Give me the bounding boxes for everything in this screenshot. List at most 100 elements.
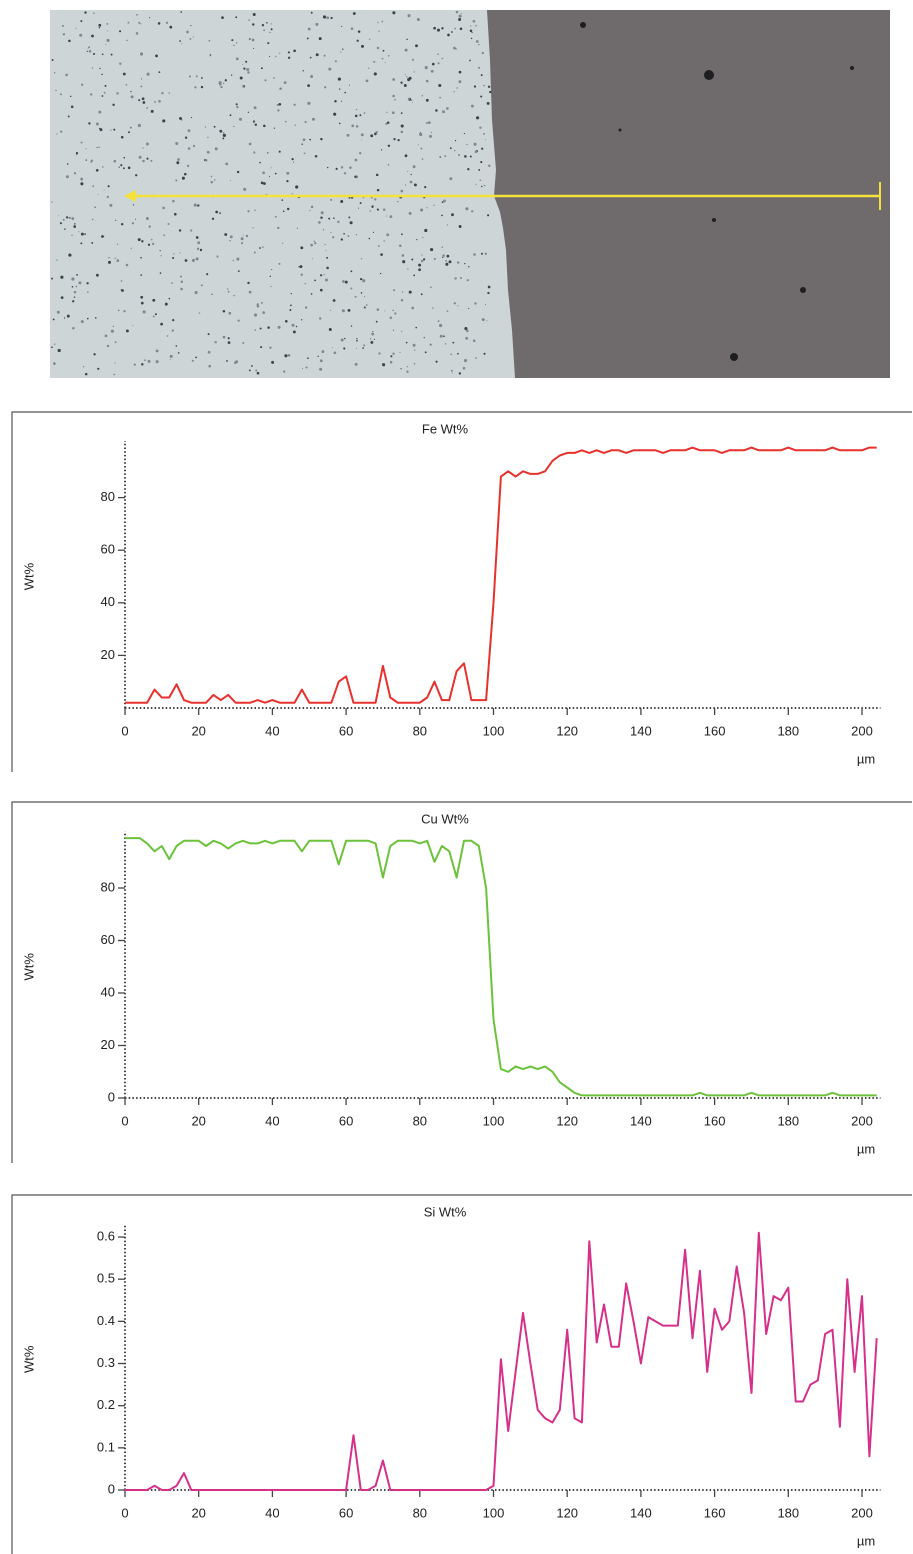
texture-dot — [68, 254, 71, 257]
texture-dot — [182, 177, 185, 180]
texture-dot — [260, 346, 262, 348]
y-tick-label: 0.3 — [97, 1355, 115, 1370]
texture-dot — [189, 38, 191, 40]
texture-dot — [58, 215, 59, 216]
texture-dot — [156, 349, 159, 352]
texture-dot — [442, 58, 444, 60]
texture-dot — [315, 23, 318, 26]
texture-dot — [288, 57, 290, 59]
texture-dot — [223, 310, 226, 313]
texture-dot — [439, 324, 442, 327]
texture-dot — [326, 16, 329, 19]
texture-dot — [355, 159, 358, 162]
texture-dot — [254, 106, 257, 109]
texture-dot — [67, 163, 69, 165]
texture-dot — [54, 72, 55, 73]
texture-dot — [142, 147, 143, 148]
texture-dot — [293, 104, 295, 106]
texture-dot — [464, 359, 467, 362]
texture-dot — [275, 173, 277, 175]
texture-dot — [63, 219, 65, 221]
x-tick-label: 200 — [851, 1505, 873, 1520]
texture-dot — [99, 68, 100, 69]
chart-title: Cu Wt% — [421, 811, 469, 826]
texture-dot — [430, 343, 432, 345]
texture-dot — [111, 330, 114, 333]
texture-dot — [123, 310, 125, 312]
texture-dot — [421, 293, 423, 295]
texture-dot — [76, 274, 78, 276]
texture-dot — [291, 324, 294, 327]
texture-dot — [424, 186, 426, 188]
texture-dot — [279, 87, 282, 90]
texture-dot — [377, 209, 379, 211]
x-tick-label: 60 — [339, 1505, 353, 1520]
texture-dot — [283, 370, 285, 372]
texture-dot — [228, 312, 231, 315]
x-tick-label: 200 — [851, 1113, 873, 1128]
texture-dot — [225, 79, 227, 81]
texture-dot — [52, 59, 54, 61]
texture-dot — [376, 174, 379, 177]
texture-dot — [406, 76, 407, 77]
texture-dot — [304, 153, 306, 155]
texture-dot — [184, 173, 187, 176]
texture-dot — [255, 370, 257, 372]
y-tick-label: 0.6 — [97, 1228, 115, 1243]
texture-dot — [304, 283, 305, 284]
texture-dot — [402, 260, 405, 263]
texture-dot — [277, 227, 279, 229]
texture-dot — [414, 183, 417, 186]
texture-dot — [106, 23, 108, 25]
y-tick-label: 80 — [101, 489, 115, 504]
texture-dot — [262, 246, 264, 248]
texture-dot — [476, 40, 479, 43]
texture-dot — [376, 321, 378, 323]
texture-dot — [449, 177, 452, 180]
texture-dot — [170, 359, 171, 360]
y-axis-label: Wt% — [21, 1345, 36, 1373]
texture-dot — [53, 318, 55, 320]
texture-dot — [71, 106, 74, 109]
texture-dot — [199, 312, 200, 313]
texture-dot — [139, 156, 142, 159]
texture-dot — [473, 253, 476, 256]
texture-dot — [201, 86, 203, 88]
texture-dot — [359, 114, 361, 116]
texture-dot — [450, 353, 452, 355]
texture-dot — [112, 104, 114, 106]
texture-dot — [168, 92, 169, 93]
texture-dot — [166, 22, 168, 24]
texture-dot — [141, 302, 144, 305]
texture-dot — [420, 148, 422, 150]
texture-dot — [451, 213, 454, 216]
panel-frame — [12, 412, 912, 772]
texture-dot — [208, 351, 211, 354]
y-tick-label: 0.5 — [97, 1271, 115, 1286]
texture-dot — [402, 291, 403, 292]
texture-dot — [341, 101, 342, 102]
texture-dot — [356, 348, 357, 349]
texture-dot — [800, 287, 806, 293]
texture-dot — [413, 165, 416, 168]
texture-dot — [107, 31, 108, 32]
texture-dot — [119, 63, 121, 65]
texture-dot — [443, 199, 446, 202]
texture-dot — [337, 221, 339, 223]
texture-dot — [437, 53, 439, 55]
texture-dot — [165, 303, 168, 306]
texture-dot — [354, 176, 356, 178]
texture-dot — [358, 30, 361, 32]
texture-dot — [347, 235, 349, 237]
texture-dot — [271, 286, 272, 287]
texture-dot — [300, 273, 302, 275]
texture-dot — [464, 263, 465, 264]
texture-dot — [432, 307, 433, 308]
texture-dot — [314, 279, 316, 281]
texture-dot — [100, 128, 103, 131]
texture-dot — [320, 138, 322, 140]
texture-dot — [315, 155, 318, 158]
texture-dot — [475, 357, 477, 359]
texture-dot — [328, 218, 330, 220]
texture-dot — [200, 249, 202, 251]
